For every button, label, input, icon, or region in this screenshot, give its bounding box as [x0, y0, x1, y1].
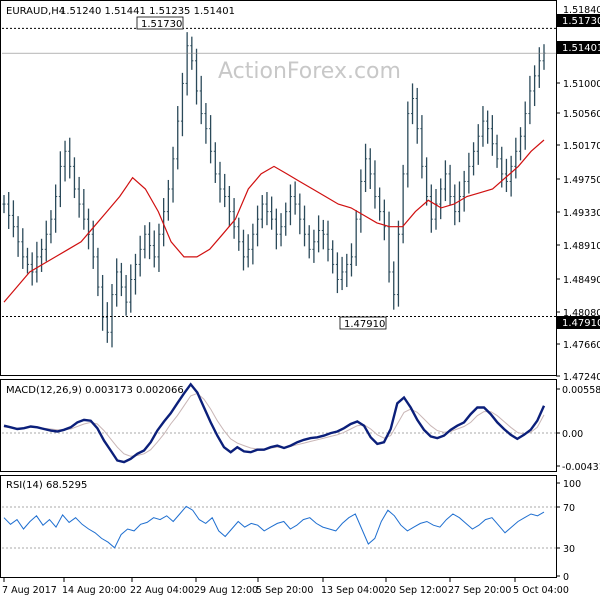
rsi-panel-frame — [0, 475, 557, 578]
price-y-axis: 1.51000 1.50560 1.50170 1.49750 1.49330 1.489… — [556, 5, 600, 383]
price-panel-frame — [0, 0, 557, 376]
price-y-tick-label: 1.51840 — [563, 5, 600, 16]
rsi-title: RSI(14) 68.5295 — [6, 480, 87, 491]
x-axis: 7 Aug 2017 14 Aug 20:00 22 Aug 04:00 29 Aug… — [2, 577, 569, 596]
price-y-tick-label: 1.48080 — [563, 308, 600, 319]
macd-y-tick-label: 0.005586 — [562, 385, 600, 396]
low-label-text: 1.47910 — [344, 319, 385, 330]
x-tick-label: 5 Sep 20:00 — [256, 585, 313, 596]
rsi-y-tick-label: 100 — [563, 479, 581, 490]
price-y-tick-label: 1.51000 — [563, 79, 600, 90]
macd-y-tick-label: 0.00 — [562, 429, 583, 440]
high-label-box: 1.51730 — [136, 16, 184, 30]
x-tick-label: 14 Aug 20:00 — [62, 585, 126, 596]
x-tick-label: 20 Sep 12:00 — [384, 585, 447, 596]
watermark: ActionForex.com — [218, 59, 401, 84]
x-tick-label: 5 Oct 04:00 — [513, 585, 569, 596]
current-price-tag: 1.51401 — [557, 41, 600, 54]
price-y-tick-label: 1.48490 — [563, 275, 600, 286]
macd-main-line — [3, 382, 546, 464]
price-y-tick-label: 1.48910 — [563, 241, 600, 252]
x-tick-label: 7 Aug 2017 — [2, 585, 57, 596]
high-price-tag-text: 1.51730 — [562, 16, 600, 27]
price-y-tick-label: 1.49750 — [563, 175, 600, 186]
macd-y-tick-label: -0.004312 — [562, 462, 600, 473]
x-tick-label: 22 Aug 04:00 — [130, 585, 194, 596]
rsi-y-tick-label: 0 — [563, 572, 569, 583]
rsi-y-tick-label: 70 — [563, 503, 575, 514]
symbol-label: EURAUD,H4 — [6, 6, 65, 17]
x-tick-label: 13 Sep 04:00 — [321, 585, 384, 596]
rsi-line — [3, 505, 545, 549]
x-tick-label: 27 Sep 20:00 — [448, 585, 511, 596]
price-y-tick-label: 1.47240 — [563, 372, 600, 383]
price-y-tick-label: 1.49330 — [563, 208, 600, 219]
current-price-tag-text: 1.51401 — [562, 43, 600, 54]
high-price-tag: 1.51730 — [557, 14, 600, 27]
macd-title: MACD(12,26,9) 0.003173 0.002066 — [6, 385, 184, 396]
price-y-tick-label: 1.47660 — [563, 340, 600, 351]
ohlc-label: 1.51240 1.51441 1.51235 1.51401 — [60, 6, 235, 17]
low-price-tag-text: 1.47910 — [562, 318, 600, 329]
macd-y-axis: 0.005586 0.00 -0.004312 — [556, 385, 600, 473]
rsi-y-tick-label: 30 — [563, 544, 575, 555]
rsi-y-axis: 100 70 30 0 — [556, 479, 581, 583]
macd-panel-frame — [0, 379, 557, 472]
x-tick-label: 29 Aug 12:00 — [194, 585, 258, 596]
high-label-text: 1.51730 — [141, 19, 182, 30]
price-y-tick-label: 1.50170 — [563, 141, 600, 152]
low-price-tag: 1.47910 — [557, 316, 600, 329]
price-y-tick-label: 1.50560 — [563, 109, 600, 120]
low-label-box: 1.47910 — [339, 316, 387, 330]
moving-average-line — [3, 139, 545, 303]
